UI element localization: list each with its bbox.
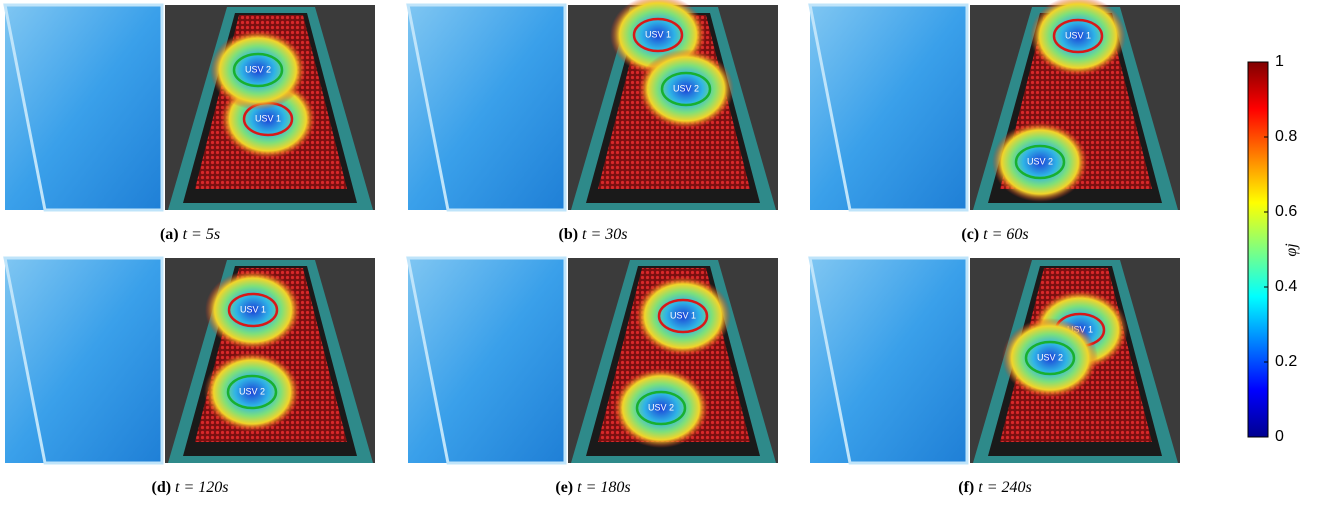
usv-circle [1014, 144, 1066, 180]
coverage-blob [204, 352, 300, 432]
pool-edge [406, 256, 567, 465]
usv-label: USV 2 [239, 386, 265, 396]
usv-circle [227, 292, 279, 328]
caption: (d) t = 120s [151, 479, 228, 496]
photo [810, 5, 967, 210]
panel: USV 1 USV 2 (b) t = 30s [406, 0, 778, 243]
tick-label: 0.6 [1275, 203, 1297, 220]
usv-circle [1052, 18, 1104, 54]
photo [408, 258, 565, 463]
tick-label: 1 [1275, 53, 1284, 70]
usv-label: USV 2 [245, 64, 271, 74]
caption-label: (e) [555, 479, 573, 496]
caption: (f) t = 240s [958, 479, 1031, 496]
pool-edge [808, 256, 969, 465]
usv-circle [635, 390, 687, 426]
usv-circle [226, 374, 278, 410]
usv-label: USV 1 [255, 113, 281, 123]
colorbar [1247, 61, 1269, 438]
usv-label: USV 1 [670, 310, 696, 320]
pool-edge [3, 256, 164, 465]
tick-label: 0.8 [1275, 128, 1297, 145]
caption-time: t = 180s [577, 479, 630, 496]
photo [408, 5, 565, 210]
caption: (e) t = 180s [555, 479, 630, 496]
usv-label: USV 1 [645, 29, 671, 39]
photo [810, 258, 967, 463]
caption-label: (b) [558, 226, 578, 243]
caption: (c) t = 60s [961, 226, 1028, 243]
coverage-blob [1030, 0, 1126, 76]
caption: (b) t = 30s [558, 226, 627, 243]
usv-label: USV 2 [1027, 156, 1053, 166]
tick-label: 0.2 [1275, 353, 1297, 370]
caption: (a) t = 5s [160, 226, 220, 243]
caption-label: (c) [961, 226, 979, 243]
photo [5, 258, 162, 463]
coverage-blob [613, 368, 709, 448]
coverage-blob [205, 270, 301, 350]
panel: USV 1 USV 2 (d) t = 120s [3, 256, 375, 496]
coverage-blob [992, 122, 1088, 202]
usv-label: USV 2 [1037, 352, 1063, 362]
panel: USV 1 USV 2 (c) t = 60s [808, 0, 1180, 243]
panel: USV 1 USV 2 (e) t = 180s [406, 256, 778, 496]
tick-label: 0 [1275, 428, 1284, 445]
panel: USV 1 USV 2 (a) t = 5s [3, 3, 375, 243]
usv-label: USV 1 [1065, 30, 1091, 40]
caption-label: (f) [958, 479, 974, 496]
coverage-blob [638, 49, 734, 129]
tick-label: 0.4 [1275, 278, 1297, 295]
caption-time: t = 30s [582, 226, 627, 243]
usv-label: USV 2 [648, 402, 674, 412]
coverage-blob [635, 276, 731, 356]
caption-label: (d) [151, 479, 171, 496]
usv-circle [657, 298, 709, 334]
usv-circle [1024, 340, 1076, 376]
caption-time: t = 5s [183, 226, 220, 243]
pool-edge [3, 3, 164, 212]
photo [5, 5, 162, 210]
pool-edge [808, 3, 969, 212]
usv-label: USV 1 [240, 304, 266, 314]
pool-edge [406, 3, 567, 212]
usv-circle [660, 71, 712, 107]
caption-time: t = 60s [983, 226, 1028, 243]
caption-time: t = 240s [978, 479, 1031, 496]
usv-circle [232, 52, 284, 88]
colorbar-label: φj [1283, 243, 1300, 257]
caption-label: (a) [160, 226, 179, 243]
caption-time: t = 120s [175, 479, 228, 496]
coverage-blob [1002, 318, 1098, 398]
usv-circle [632, 17, 684, 53]
usv-label: USV 2 [673, 83, 699, 93]
coverage-blob [210, 30, 306, 110]
